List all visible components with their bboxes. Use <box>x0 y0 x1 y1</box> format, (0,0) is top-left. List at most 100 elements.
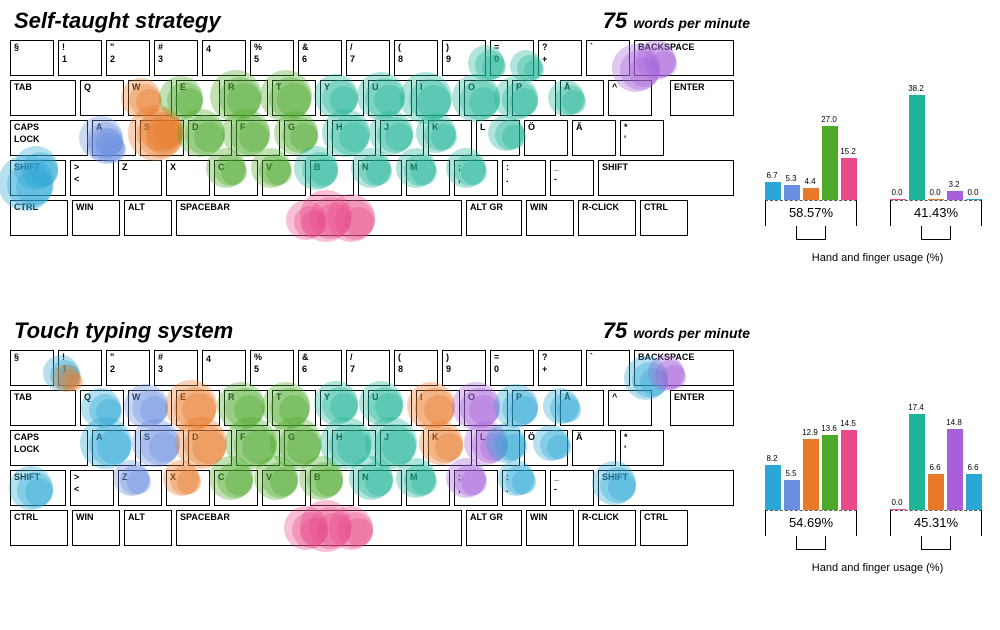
bar-value-label: 13.6 <box>819 424 839 433</box>
bar-value-label: 8.2 <box>762 454 782 463</box>
key: CAPSLOCK <box>10 120 88 156</box>
key: T <box>272 80 316 116</box>
key: R <box>224 390 268 426</box>
key: WIN <box>72 510 120 546</box>
key: X <box>166 160 210 196</box>
key: ;, <box>454 470 498 506</box>
key: )9 <box>442 350 486 386</box>
bar <box>947 429 963 510</box>
axis-label: Hand and finger usage (%) <box>765 252 990 264</box>
key: I <box>416 80 460 116</box>
key: 4 <box>202 350 246 386</box>
bar-value-label: 27.0 <box>819 115 839 124</box>
key: Å <box>560 80 604 116</box>
hand-percent: 58.57% <box>765 205 857 220</box>
key: ALT <box>124 510 172 546</box>
key: SHIFT <box>598 470 734 506</box>
key: *' <box>620 120 664 156</box>
key: ALT GR <box>466 200 522 236</box>
key: CTRL <box>10 200 68 236</box>
key: W <box>128 80 172 116</box>
key: #3 <box>154 40 198 76</box>
key: ALT <box>124 200 172 236</box>
key: ` <box>586 350 630 386</box>
key: /7 <box>346 40 390 76</box>
key: SHIFT <box>10 160 66 196</box>
key: S <box>140 120 184 156</box>
key: O <box>464 390 508 426</box>
bar <box>765 182 781 200</box>
panel-self-taught: Self-taught strategy75 words per minute§… <box>0 0 1000 310</box>
key: P <box>512 80 556 116</box>
bar-value-label: 0.0 <box>887 188 907 197</box>
key: I <box>416 390 460 426</box>
key: X <box>166 470 210 506</box>
bar <box>822 435 838 510</box>
key: § <box>10 40 54 76</box>
bar <box>784 480 800 510</box>
bar-value-label: 5.5 <box>781 469 801 478</box>
hand-percent: 41.43% <box>890 205 982 220</box>
key: ENTER <box>670 390 734 426</box>
key: Z <box>118 470 162 506</box>
key: ;, <box>454 160 498 196</box>
key: K <box>428 120 472 156</box>
key: V <box>262 470 306 506</box>
bar <box>841 430 857 510</box>
key: (8 <box>394 40 438 76</box>
key: A <box>92 120 136 156</box>
key: ^ <box>608 390 652 426</box>
key: E <box>176 80 220 116</box>
key: W <box>128 390 172 426</box>
finger-usage-chart: 8.25.512.913.614.554.69%0.017.46.614.86.… <box>765 360 990 590</box>
bar <box>803 188 819 200</box>
key: CTRL <box>640 510 688 546</box>
key: T <box>272 390 316 426</box>
key: "2 <box>106 40 150 76</box>
key: /7 <box>346 350 390 386</box>
key: _- <box>550 470 594 506</box>
bar-value-label: 15.2 <box>838 147 858 156</box>
key: &6 <box>298 350 342 386</box>
hand-icon <box>921 536 951 550</box>
key: #3 <box>154 350 198 386</box>
bar-value-label: 38.2 <box>906 84 926 93</box>
bar-value-label: 5.3 <box>781 174 801 183</box>
key: SHIFT <box>10 470 66 506</box>
bar <box>966 474 982 510</box>
key: R-CLICK <box>578 510 636 546</box>
hand-icon <box>796 226 826 240</box>
key: F <box>236 120 280 156</box>
key: %5 <box>250 40 294 76</box>
key: )9 <box>442 40 486 76</box>
key: L <box>476 430 520 466</box>
finger-usage-chart: 6.75.34.427.015.258.57%0.038.20.03.20.04… <box>765 50 990 280</box>
key: Y <box>320 390 364 426</box>
bar <box>765 465 781 510</box>
key: U <box>368 390 412 426</box>
key: Z <box>118 160 162 196</box>
key: SPACEBAR <box>176 510 462 546</box>
key: SPACEBAR <box>176 200 462 236</box>
key: TAB <box>10 80 76 116</box>
key: S <box>140 430 184 466</box>
key: CTRL <box>640 200 688 236</box>
key: CTRL <box>10 510 68 546</box>
key: O <box>464 80 508 116</box>
key: H <box>332 120 376 156</box>
panel-title: Touch typing system <box>14 318 233 344</box>
key: N <box>358 160 402 196</box>
bar-value-label: 14.5 <box>838 419 858 428</box>
key: BACKSPACE <box>634 350 734 386</box>
key: BACKSPACE <box>634 40 734 76</box>
key: M <box>406 470 450 506</box>
key: G <box>284 430 328 466</box>
key: ENTER <box>670 80 734 116</box>
key: ALT GR <box>466 510 522 546</box>
key: (8 <box>394 350 438 386</box>
hand-icon <box>921 226 951 240</box>
key: G <box>284 120 328 156</box>
key: !1 <box>58 40 102 76</box>
key: P <box>512 390 556 426</box>
key: >< <box>70 160 114 196</box>
